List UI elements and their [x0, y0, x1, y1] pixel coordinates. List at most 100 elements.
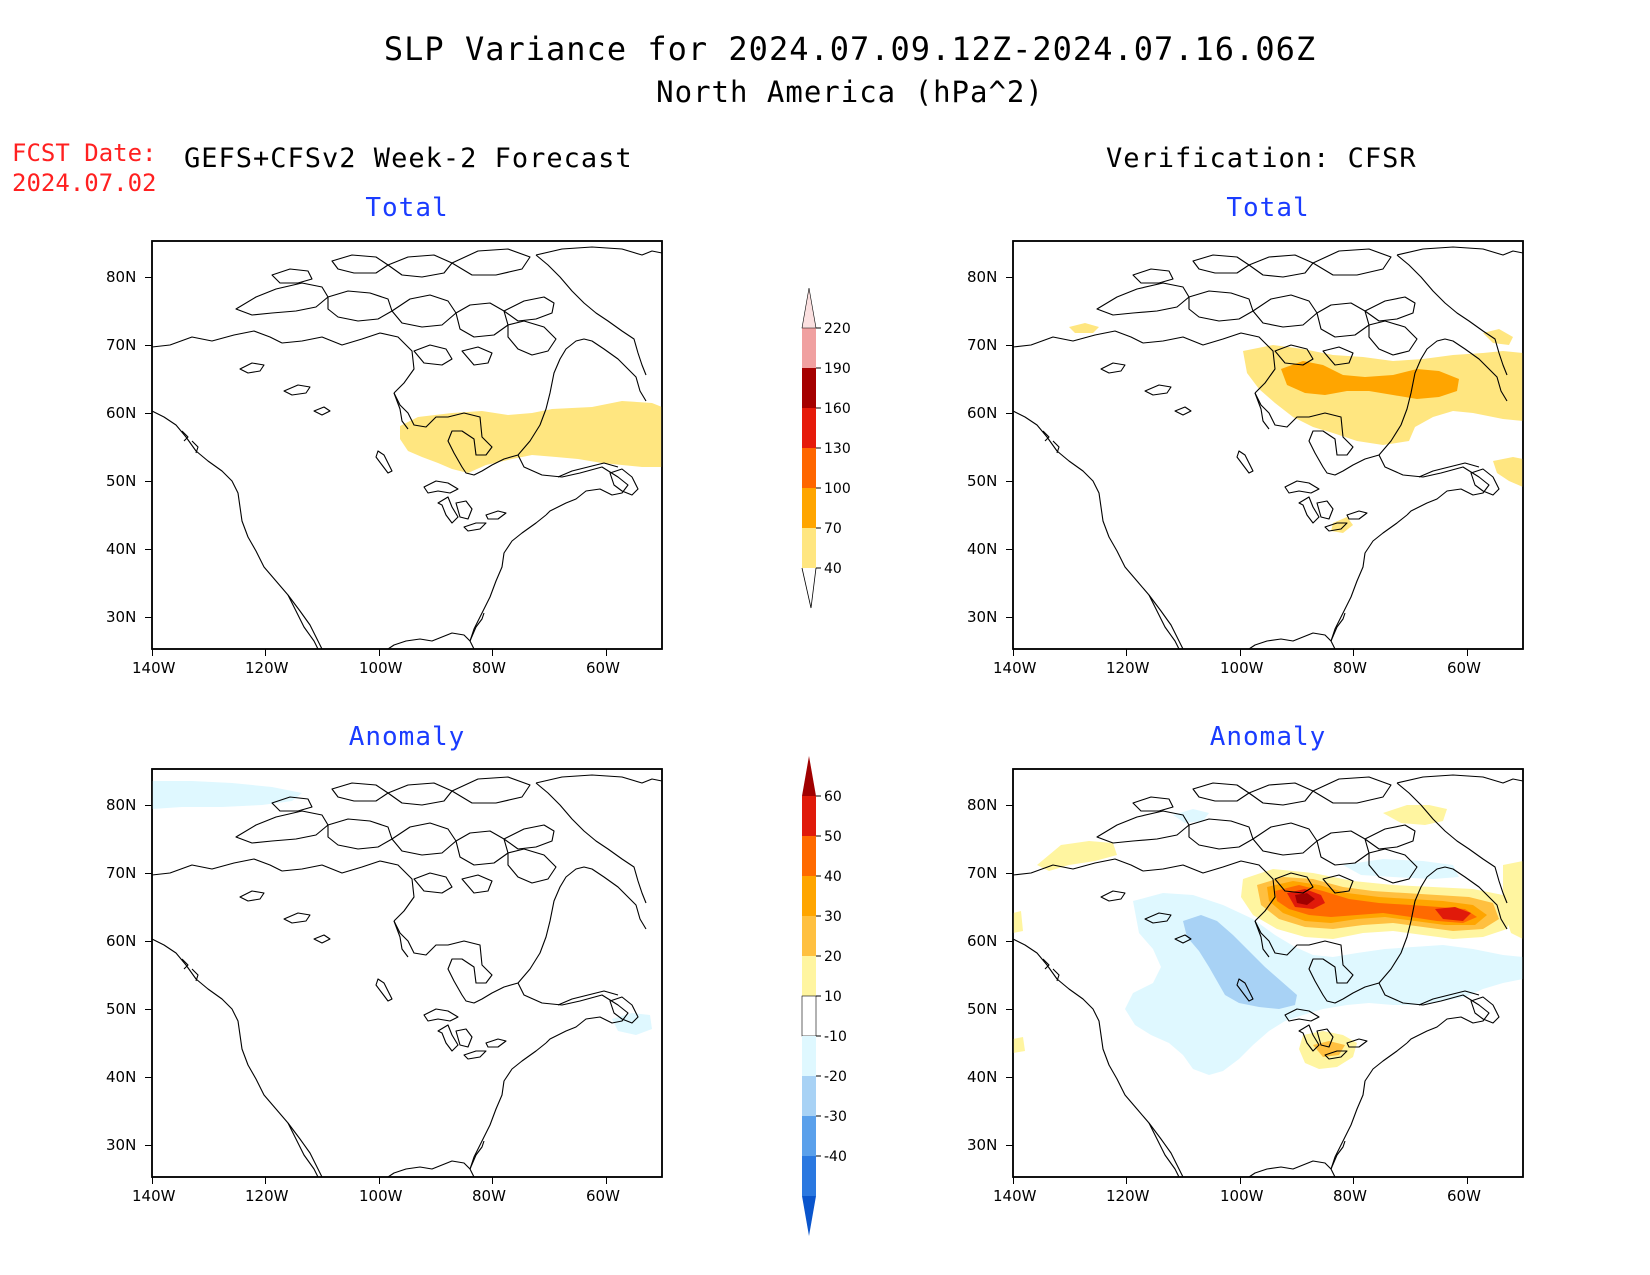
lon-tick: [1240, 649, 1241, 656]
lat-label-verification-total: 80N: [967, 268, 998, 286]
lon-label-forecast-total: 100W: [359, 659, 403, 677]
colorbar-box: [802, 408, 816, 448]
main-title: SLP Variance for 2024.07.09.12Z-2024.07.…: [383, 30, 1317, 68]
colorbar-level-label: -20: [824, 1069, 847, 1085]
lat-label-verification-anomaly: 70N: [967, 864, 998, 882]
lat-label-forecast-total: 80N: [106, 268, 137, 286]
colorbar-level-label: 100: [824, 481, 851, 497]
colorbar-level-label: 130: [824, 441, 851, 457]
lon-tick: [1467, 649, 1468, 656]
colorbar-upper-arrow: [801, 287, 817, 329]
colorbar-box: [802, 876, 816, 916]
colorbar-level-label: 70: [824, 521, 842, 537]
panel-title-forecast-total: Total: [365, 193, 449, 223]
lat-label-forecast-anomaly: 60N: [106, 932, 137, 950]
anomaly-shading-neg20-neg30: [1183, 915, 1297, 1009]
lat-tick: [1006, 941, 1013, 942]
variance-shading-40-70: [400, 401, 662, 473]
colorbar-level-label: 40: [824, 561, 842, 577]
anomaly-shading-10-20: [1383, 805, 1447, 825]
lat-label-forecast-anomaly: 40N: [106, 1068, 137, 1086]
lat-label-forecast-anomaly: 70N: [106, 864, 137, 882]
lat-tick: [145, 617, 152, 618]
lon-tick: [1126, 649, 1127, 656]
lat-tick: [1006, 1009, 1013, 1010]
lat-label-forecast-anomaly: 30N: [106, 1136, 137, 1154]
colorbar-level-label: -10: [824, 1029, 847, 1045]
lon-label-verification-anomaly: 60W: [1447, 1187, 1481, 1205]
lat-tick: [145, 413, 152, 414]
lat-tick: [145, 1009, 152, 1010]
lat-tick: [1006, 1145, 1013, 1146]
lon-label-forecast-total: 60W: [586, 659, 620, 677]
forecast-header: GEFS+CFSv2 Week-2 Forecast: [184, 143, 633, 174]
lon-label-forecast-anomaly: 120W: [245, 1187, 289, 1205]
lon-tick: [1353, 649, 1354, 656]
lat-label-forecast-total: 40N: [106, 540, 137, 558]
variance-shading-40-70: [1331, 517, 1353, 533]
lon-tick: [606, 649, 607, 656]
lat-tick: [1006, 549, 1013, 550]
colorbar-level-label: 40: [824, 869, 842, 885]
lon-label-forecast-total: 80W: [472, 659, 506, 677]
lat-label-verification-anomaly: 50N: [967, 1000, 998, 1018]
lat-label-verification-anomaly: 40N: [967, 1068, 998, 1086]
lat-label-verification-total: 60N: [967, 404, 998, 422]
lon-label-verification-total: 100W: [1220, 659, 1264, 677]
variance-shading-40-70: [1069, 323, 1099, 333]
colorbar-level-label: 60: [824, 789, 842, 805]
lat-label-verification-total: 70N: [967, 336, 998, 354]
lat-tick: [145, 941, 152, 942]
lon-tick: [265, 649, 266, 656]
anomaly-shading-10-20: [1013, 911, 1023, 933]
colorbar-box: [802, 836, 816, 876]
variance-shading-40-70: [1493, 457, 1523, 487]
lon-label-verification-anomaly: 140W: [993, 1187, 1037, 1205]
lat-label-forecast-anomaly: 50N: [106, 1000, 137, 1018]
colorbar-box: [802, 796, 816, 836]
colorbar-box: [802, 448, 816, 488]
lat-label-verification-anomaly: 30N: [967, 1136, 998, 1154]
map-verification-anomaly: [1012, 768, 1524, 1178]
lat-tick: [1006, 481, 1013, 482]
map-forecast-total: [151, 240, 663, 650]
lat-tick: [1006, 617, 1013, 618]
colorbar-box: [802, 328, 816, 368]
lon-tick: [152, 1177, 153, 1184]
lon-tick: [379, 649, 380, 656]
lon-tick: [379, 1177, 380, 1184]
lon-label-forecast-anomaly: 100W: [359, 1187, 403, 1205]
lat-label-forecast-total: 30N: [106, 608, 137, 626]
colorbar-box: [802, 1156, 816, 1196]
lon-label-forecast-anomaly: 140W: [132, 1187, 176, 1205]
colorbar-level-label: 20: [824, 949, 842, 965]
colorbar-level-label: 50: [824, 829, 842, 845]
colorbar-level-label: -30: [824, 1109, 847, 1125]
anomaly-shading-10-20: [1037, 841, 1117, 871]
lat-tick: [145, 805, 152, 806]
lon-label-verification-anomaly: 120W: [1106, 1187, 1150, 1205]
lat-tick: [145, 1145, 152, 1146]
colorbar-level-label: -40: [824, 1149, 847, 1165]
anomaly-shading-10-20: [1013, 1037, 1025, 1053]
lat-tick: [145, 277, 152, 278]
lat-label-verification-total: 40N: [967, 540, 998, 558]
total-colorbar: 40 70 100 130 160 190 220: [801, 287, 851, 609]
colorbar-box: [802, 528, 816, 568]
lon-tick: [492, 649, 493, 656]
lon-label-forecast-anomaly: 60W: [586, 1187, 620, 1205]
anomaly-shading-60-plus: [1295, 893, 1315, 905]
map-forecast-anomaly: [151, 768, 663, 1178]
panel-title-verification-total: Total: [1226, 193, 1310, 223]
anomaly-shading-neg10-neg20: [1173, 809, 1209, 823]
lon-tick: [1013, 1177, 1014, 1184]
anomaly-shading-50-60: [1435, 907, 1471, 921]
colorbar-level-label: 10: [824, 989, 842, 1005]
verification-header: Verification: CFSR: [1106, 143, 1417, 174]
lat-label-forecast-total: 60N: [106, 404, 137, 422]
lat-label-verification-total: 50N: [967, 472, 998, 490]
colorbar-box: [801, 995, 817, 1037]
colorbar-box: [802, 1036, 816, 1076]
colorbar-upper-arrow: [802, 756, 816, 796]
lat-label-forecast-anomaly: 80N: [106, 796, 137, 814]
